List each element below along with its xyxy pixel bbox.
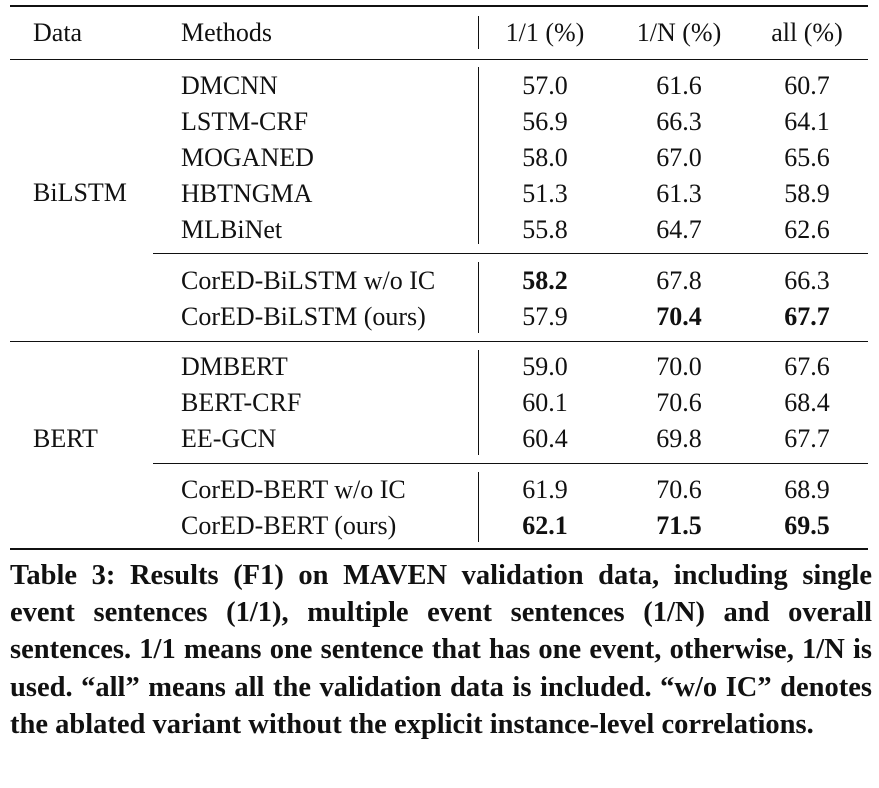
method-name: CorED-BERT (ours) bbox=[181, 511, 397, 540]
header-1-1: 1/1 (%) bbox=[505, 18, 585, 47]
score-vn: 64.7 bbox=[656, 215, 702, 244]
score-v1: 57.0 bbox=[522, 71, 568, 100]
score-vall: 67.7 bbox=[784, 424, 830, 453]
table-bottom-rule bbox=[10, 548, 868, 550]
method-name: CorED-BERT w/o IC bbox=[181, 475, 406, 504]
method-name: HBTNGMA bbox=[181, 179, 313, 208]
score-vall: 68.9 bbox=[784, 475, 830, 504]
score-v1: 59.0 bbox=[522, 352, 568, 381]
score-vall: 67.7 bbox=[784, 302, 830, 331]
score-v1: 57.9 bbox=[522, 302, 568, 331]
header-all: all (%) bbox=[771, 18, 843, 47]
score-vall: 64.1 bbox=[784, 107, 830, 136]
score-vall: 67.6 bbox=[784, 352, 830, 381]
table-top-rule bbox=[10, 5, 868, 7]
method-name: EE-GCN bbox=[181, 424, 277, 453]
score-v1: 58.2 bbox=[522, 266, 568, 295]
header-rule bbox=[10, 59, 868, 60]
group-label-bilstm: BiLSTM bbox=[33, 178, 127, 207]
table-caption: Table 3: Results (F1) on MAVEN validatio… bbox=[10, 560, 872, 740]
score-v1: 62.1 bbox=[522, 511, 568, 540]
score-vall: 58.9 bbox=[784, 179, 830, 208]
method-name: MOGANED bbox=[181, 143, 314, 172]
score-v1: 55.8 bbox=[522, 215, 568, 244]
method-name: LSTM-CRF bbox=[181, 107, 309, 136]
header-methods: Methods bbox=[181, 18, 272, 47]
score-vn: 71.5 bbox=[656, 511, 702, 540]
score-v1: 58.0 bbox=[522, 143, 568, 172]
method-name: DMBERT bbox=[181, 352, 288, 381]
score-vall: 69.5 bbox=[784, 511, 830, 540]
header-vertical-rule bbox=[478, 16, 479, 49]
method-name: CorED-BiLSTM w/o IC bbox=[181, 266, 436, 295]
score-v1: 61.9 bbox=[522, 475, 568, 504]
score-vn: 67.8 bbox=[656, 266, 702, 295]
score-vall: 65.6 bbox=[784, 143, 830, 172]
bert-block-separator bbox=[153, 463, 868, 464]
method-name: DMCNN bbox=[181, 71, 278, 100]
bert-block1-vertical-rule bbox=[478, 350, 479, 455]
score-vn: 70.4 bbox=[656, 302, 702, 331]
score-vn: 70.6 bbox=[656, 475, 702, 504]
bilstm-block2-vertical-rule bbox=[478, 262, 479, 333]
score-v1: 60.4 bbox=[522, 424, 568, 453]
method-name: MLBiNet bbox=[181, 215, 283, 244]
score-vall: 62.6 bbox=[784, 215, 830, 244]
score-vall: 66.3 bbox=[784, 266, 830, 295]
score-vn: 66.3 bbox=[656, 107, 702, 136]
score-vn: 61.3 bbox=[656, 179, 702, 208]
score-v1: 51.3 bbox=[522, 179, 568, 208]
header-1-n: 1/N (%) bbox=[636, 18, 722, 47]
score-vall: 68.4 bbox=[784, 388, 830, 417]
bert-block2-vertical-rule bbox=[478, 472, 479, 542]
score-v1: 60.1 bbox=[522, 388, 568, 417]
score-vn: 69.8 bbox=[656, 424, 702, 453]
header-data: Data bbox=[33, 18, 83, 47]
method-name: BERT-CRF bbox=[181, 388, 302, 417]
score-vall: 60.7 bbox=[784, 71, 830, 100]
score-vn: 61.6 bbox=[656, 71, 702, 100]
group-separator-rule bbox=[10, 341, 868, 342]
bilstm-block-separator bbox=[153, 253, 868, 254]
score-vn: 70.6 bbox=[656, 388, 702, 417]
score-v1: 56.9 bbox=[522, 107, 568, 136]
score-vn: 70.0 bbox=[656, 352, 702, 381]
score-vn: 67.0 bbox=[656, 143, 702, 172]
bilstm-block1-vertical-rule bbox=[478, 67, 479, 244]
method-name: CorED-BiLSTM (ours) bbox=[181, 302, 426, 331]
group-label-bert: BERT bbox=[33, 424, 98, 453]
